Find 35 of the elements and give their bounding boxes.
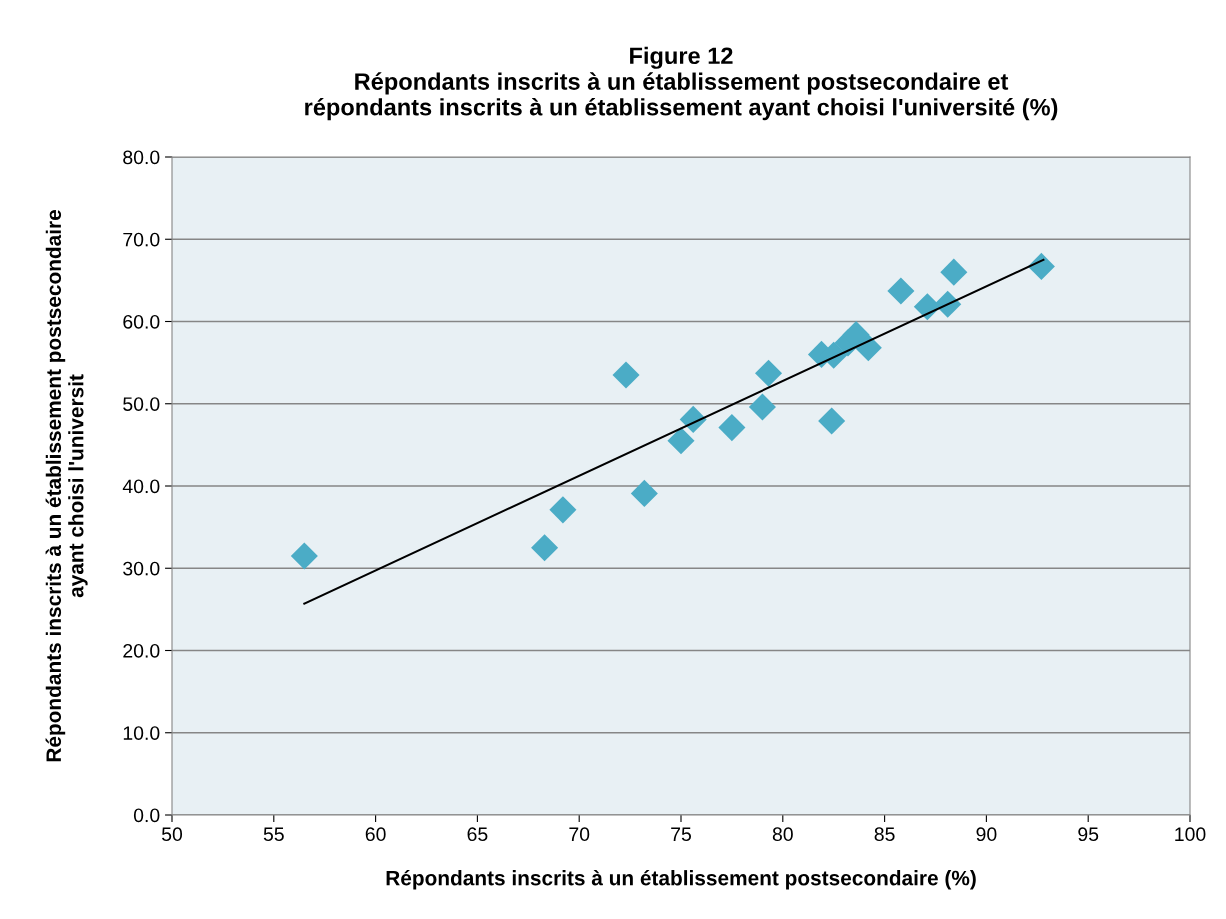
- point: [290, 542, 318, 570]
- point: [755, 359, 783, 387]
- y-tick-label: 0.0: [133, 808, 160, 823]
- point: [549, 496, 577, 524]
- y-tick-label: 80.0: [123, 150, 160, 165]
- y-tick-label: 10.0: [123, 726, 160, 740]
- point: [887, 277, 915, 305]
- point: [630, 479, 658, 507]
- x-tick-label: 65: [467, 827, 488, 842]
- y-tick-label: 70.0: [123, 232, 160, 247]
- x-axis-title: Répondants inscrits à un établissement postsecondaire (%): [386, 869, 976, 890]
- y-tick-label: 20.0: [123, 643, 160, 658]
- x-tick-label: 90: [976, 827, 997, 842]
- y-tick-label: 50.0: [123, 397, 160, 411]
- point: [748, 393, 776, 421]
- x-tick-label: 85: [874, 827, 895, 842]
- x-tick-label: 100: [1175, 827, 1206, 842]
- y-tick-label: 60.0: [123, 314, 160, 329]
- point: [531, 534, 559, 562]
- y-tick-label: 30.0: [123, 561, 160, 576]
- x-tick-label: 70: [569, 827, 590, 842]
- x-tick-label: 60: [365, 827, 386, 842]
- x-tick-label: 80: [772, 827, 793, 842]
- y-axis-title: Répondants inscrits à un établissement postsecondaire ayant choisi l'universit: [45, 210, 88, 762]
- point: [667, 427, 695, 455]
- point: [718, 414, 746, 442]
- x-tick-label: 75: [671, 827, 691, 842]
- point: [612, 361, 640, 389]
- x-tick-label: 95: [1078, 827, 1099, 842]
- point: [818, 407, 846, 435]
- x-tick-label: 55: [263, 827, 284, 842]
- chart-title: Figure 12 Répondants inscrits à un établissement postsecondaire et répondants inscrits à un établissement ayant choisi l'université (%): [305, 46, 1058, 121]
- y-tick-label: 40.0: [122, 479, 160, 494]
- x-tick-label: 50: [161, 827, 183, 842]
- point: [940, 258, 968, 286]
